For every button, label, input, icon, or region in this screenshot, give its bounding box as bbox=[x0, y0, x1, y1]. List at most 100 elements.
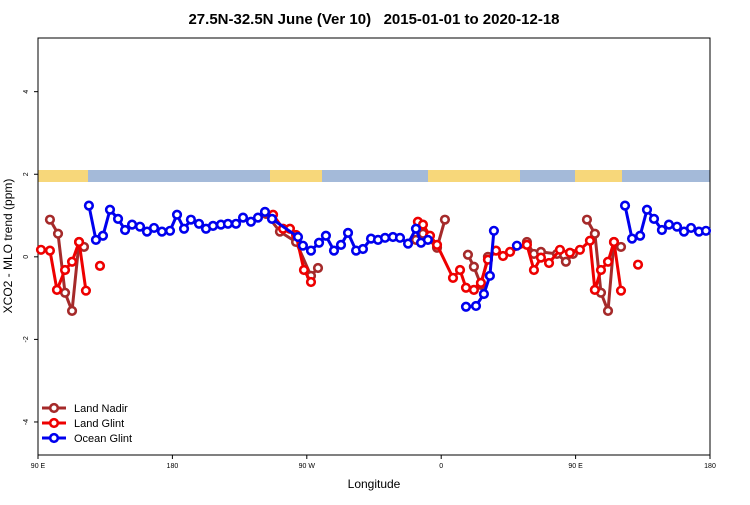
data-point bbox=[410, 223, 422, 234]
chart-title: 27.5N-32.5N June (Ver 10) 2015-01-01 to … bbox=[188, 11, 559, 28]
data-point bbox=[178, 223, 190, 234]
x-tick-label: 90 W bbox=[299, 463, 316, 470]
data-point bbox=[97, 230, 109, 241]
data-point bbox=[439, 214, 451, 225]
data-point bbox=[305, 276, 317, 288]
data-point bbox=[700, 225, 712, 236]
data-point bbox=[357, 243, 369, 255]
data-point bbox=[83, 200, 95, 211]
data-point bbox=[685, 222, 697, 234]
data-point bbox=[454, 264, 466, 276]
data-point bbox=[104, 204, 116, 215]
y-tick-label: 0 bbox=[23, 255, 30, 259]
x-axis-label: Longitude bbox=[348, 477, 401, 491]
data-point bbox=[468, 261, 480, 272]
data-point bbox=[259, 206, 271, 217]
data-point bbox=[73, 236, 85, 248]
data-point bbox=[112, 213, 124, 224]
land-strip bbox=[428, 170, 520, 182]
data-point bbox=[230, 218, 242, 229]
data-point bbox=[648, 213, 660, 224]
data-point bbox=[148, 222, 160, 234]
data-point bbox=[619, 200, 631, 211]
data-point bbox=[59, 287, 71, 298]
data-point bbox=[402, 238, 414, 249]
data-point bbox=[252, 212, 264, 223]
legend-marker bbox=[48, 432, 60, 444]
data-point bbox=[478, 288, 490, 300]
data-point bbox=[312, 262, 324, 274]
data-point bbox=[292, 231, 304, 243]
data-point bbox=[342, 227, 354, 238]
data-point bbox=[511, 240, 523, 251]
data-point bbox=[535, 252, 547, 263]
data-point bbox=[521, 239, 533, 250]
data-point bbox=[66, 256, 78, 267]
data-point bbox=[589, 228, 600, 239]
data-point bbox=[574, 244, 586, 255]
data-point bbox=[470, 300, 482, 312]
data-point bbox=[663, 219, 675, 230]
data-point bbox=[602, 256, 614, 267]
legend-marker bbox=[48, 417, 60, 429]
data-point bbox=[52, 228, 64, 239]
y-axis-label: XCO2 - MLO trend (ppm) bbox=[1, 179, 15, 314]
data-point bbox=[126, 219, 138, 230]
x-tick-label: 180 bbox=[167, 463, 179, 470]
y-tick-label: -2 bbox=[23, 336, 30, 342]
data-point bbox=[66, 305, 78, 317]
legend-label: Ocean Glint bbox=[74, 433, 132, 445]
data-point bbox=[394, 232, 406, 243]
data-point bbox=[488, 225, 500, 236]
legend-marker bbox=[48, 402, 60, 414]
data-point bbox=[51, 284, 63, 295]
data-point bbox=[554, 244, 566, 255]
data-point bbox=[156, 226, 168, 237]
y-tick-label: 4 bbox=[23, 90, 30, 94]
data-point bbox=[615, 285, 627, 296]
data-point bbox=[641, 204, 653, 215]
land-ocean-strip bbox=[38, 170, 710, 182]
data-point bbox=[431, 239, 443, 250]
data-point bbox=[602, 305, 614, 317]
y-tick-label: 2 bbox=[23, 172, 30, 176]
data-point bbox=[560, 256, 571, 267]
data-point bbox=[460, 282, 472, 293]
data-point bbox=[335, 239, 347, 250]
x-tick-label: 180 bbox=[704, 463, 716, 470]
land-strip bbox=[270, 170, 322, 182]
data-point bbox=[80, 285, 92, 296]
data-point bbox=[543, 257, 555, 269]
data-point bbox=[671, 221, 683, 232]
data-point bbox=[475, 277, 487, 288]
data-point bbox=[185, 214, 197, 225]
legend-label: Land Nadir bbox=[74, 403, 128, 415]
data-point bbox=[305, 245, 317, 256]
data-point bbox=[447, 272, 459, 283]
data-point bbox=[297, 240, 309, 251]
data-point bbox=[626, 233, 638, 244]
data-point bbox=[632, 259, 644, 270]
plot-frame bbox=[37, 37, 711, 456]
data-point bbox=[313, 237, 325, 248]
data-point bbox=[134, 221, 146, 232]
data-point bbox=[320, 230, 332, 241]
x-tick-label: 0 bbox=[439, 463, 443, 470]
land-strip bbox=[575, 170, 622, 182]
data-point bbox=[422, 234, 434, 245]
data-point bbox=[35, 244, 47, 255]
ocean-strip bbox=[38, 170, 710, 182]
data-point bbox=[193, 218, 205, 229]
data-point bbox=[615, 241, 627, 253]
data-point bbox=[497, 250, 509, 262]
data-point bbox=[207, 220, 219, 231]
data-point bbox=[484, 270, 495, 281]
x-tick-label: 90 E bbox=[568, 463, 583, 470]
data-point bbox=[119, 224, 131, 236]
data-point bbox=[59, 264, 71, 276]
data-point bbox=[328, 245, 340, 256]
land-strip bbox=[38, 170, 88, 182]
data-point bbox=[379, 232, 391, 243]
x-tick-label: 90 E bbox=[31, 463, 46, 470]
